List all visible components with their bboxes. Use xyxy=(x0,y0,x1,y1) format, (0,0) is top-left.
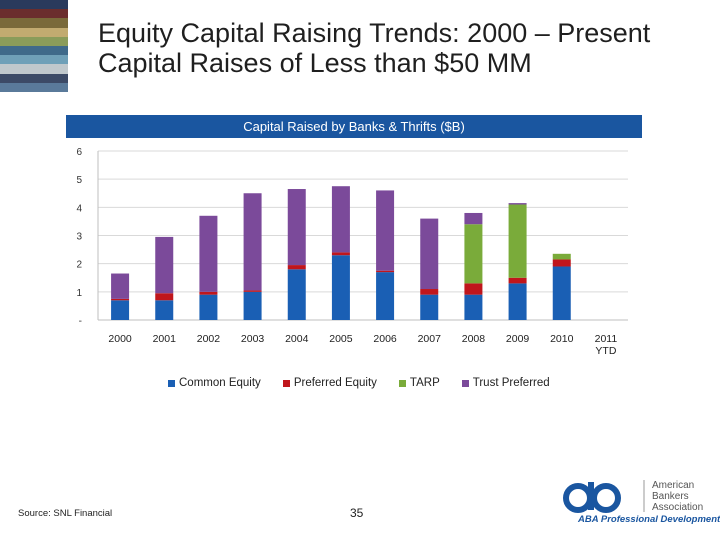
bar-segment-common-equity xyxy=(287,269,306,320)
bar-segment-common-equity xyxy=(111,300,130,320)
bar-segment-trust-preferred xyxy=(243,193,262,291)
bar-segment-preferred-equity xyxy=(376,270,395,273)
legend-item: Common Equity xyxy=(168,375,261,391)
legend-label: Common Equity xyxy=(179,377,261,389)
x-tick-label: 2011 xyxy=(595,333,618,345)
legend-item: Preferred Equity xyxy=(282,375,377,391)
bar-segment-preferred-equity xyxy=(287,265,306,270)
bar-segment-common-equity xyxy=(420,294,439,320)
x-tick-label: 2004 xyxy=(285,333,309,345)
bar-segment-trust-preferred xyxy=(331,186,350,253)
x-tick-label: 2006 xyxy=(373,333,397,345)
x-tick-label: 2002 xyxy=(197,333,221,345)
y-tick-label: 3 xyxy=(76,232,82,243)
bar-segment-tarp xyxy=(508,204,527,278)
bar-segment-preferred-equity xyxy=(464,283,483,295)
stripe xyxy=(0,64,68,74)
stripe xyxy=(0,36,68,46)
bar-segment-trust-preferred xyxy=(111,273,130,299)
legend-swatch xyxy=(461,379,469,387)
x-tick-label: 2008 xyxy=(462,333,486,345)
chart-title: Capital Raised by Banks & Thrifts ($B) xyxy=(66,115,642,138)
x-tick-label: 2005 xyxy=(329,333,353,345)
bar-segment-common-equity xyxy=(331,255,350,320)
stripe xyxy=(0,55,68,65)
bar-segment-preferred-equity xyxy=(508,277,527,284)
logo-text-line3: Association xyxy=(652,502,704,513)
bar-segment-preferred-equity xyxy=(331,252,350,256)
bar-segment-preferred-equity xyxy=(552,259,571,267)
bar-segment-common-equity xyxy=(155,300,174,320)
y-tick-label: 5 xyxy=(76,175,82,186)
bar-segment-common-equity xyxy=(552,266,571,320)
bar-segment-tarp xyxy=(464,224,483,284)
bar-segment-trust-preferred xyxy=(287,189,306,266)
bar-segment-trust-preferred xyxy=(155,236,174,294)
bar-segment-preferred-equity xyxy=(155,293,174,301)
page-number: 35 xyxy=(350,506,364,520)
x-tick-label: 2010 xyxy=(550,333,574,345)
bar-segment-trust-preferred xyxy=(420,218,439,290)
legend-item: TARP xyxy=(398,375,440,391)
bar-segment-trust-preferred xyxy=(376,190,395,271)
aba-logo-icon xyxy=(563,480,645,513)
logo-text: American Bankers Association xyxy=(652,480,703,513)
stripe xyxy=(0,82,68,92)
y-tick-label: 1 xyxy=(76,288,82,299)
bar-segment-preferred-equity xyxy=(199,291,218,295)
legend-swatch xyxy=(168,379,175,387)
y-tick-label: 6 xyxy=(76,147,82,158)
slide-title-line1: Equity Capital Raising Trends: 2000 – Pr… xyxy=(98,18,651,48)
bar-segment-common-equity xyxy=(464,294,483,320)
logo-subtitle: ABA Professional Development xyxy=(578,514,720,525)
bar-segment-trust-preferred xyxy=(199,215,218,292)
source-note: Source: SNL Financial xyxy=(18,508,113,519)
stripe xyxy=(0,45,68,56)
chart-legend: Common Equity Preferred Equity TARP Trust P… xyxy=(168,375,550,391)
legend-swatch xyxy=(398,379,406,387)
y-tick-label: - xyxy=(79,316,82,327)
bar-segment-preferred-equity xyxy=(420,289,439,295)
stripe xyxy=(0,9,68,19)
bar-segment-common-equity xyxy=(376,272,395,320)
x-tick-label: 2009 xyxy=(506,333,530,345)
legend-item: Trust Preferred xyxy=(461,375,550,391)
legend-swatch xyxy=(282,379,290,387)
bar-segment-common-equity xyxy=(199,294,218,320)
x-tick-label: 2007 xyxy=(418,333,442,345)
legend-label: Trust Preferred xyxy=(472,377,550,389)
x-tick-label: 2000 xyxy=(108,333,132,345)
title-decoration-stripes xyxy=(0,0,68,92)
stripe xyxy=(0,18,68,28)
bar-segment-common-equity xyxy=(508,283,527,320)
bar-segment-trust-preferred xyxy=(464,212,483,225)
stripe xyxy=(0,0,68,10)
x-tick-label: 2003 xyxy=(241,333,265,345)
bar-segment-common-equity xyxy=(243,291,262,320)
bar-segment-preferred-equity xyxy=(111,298,130,301)
logo-text-line2: Bankers xyxy=(652,491,689,502)
stripe xyxy=(0,27,68,37)
bar-segment-preferred-equity xyxy=(243,290,262,292)
legend-label: Preferred Equity xyxy=(293,377,377,389)
slide-title: Equity Capital Raising Trends: 2000 – Pr… xyxy=(98,18,698,78)
y-tick-label: 4 xyxy=(76,203,82,214)
y-tick-label: 2 xyxy=(76,260,82,271)
bar-segment-trust-preferred xyxy=(508,203,527,205)
stripe xyxy=(0,73,68,83)
x-tick-label: YTD xyxy=(595,345,616,357)
logo-text-line1: American xyxy=(652,480,695,491)
slide-title-line2: Capital Raises of Less than $50 MM xyxy=(98,48,532,78)
bar-segment-tarp xyxy=(552,253,571,260)
legend-label: TARP xyxy=(409,377,440,389)
x-tick-label: 2001 xyxy=(153,333,177,345)
